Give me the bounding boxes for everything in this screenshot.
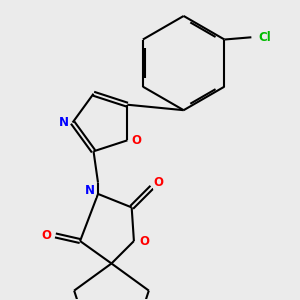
Text: N: N bbox=[85, 184, 95, 197]
Text: Cl: Cl bbox=[258, 31, 271, 44]
Text: O: O bbox=[41, 229, 51, 242]
Text: O: O bbox=[139, 235, 149, 248]
Text: O: O bbox=[131, 134, 141, 147]
Text: O: O bbox=[154, 176, 164, 189]
Text: N: N bbox=[58, 116, 69, 129]
